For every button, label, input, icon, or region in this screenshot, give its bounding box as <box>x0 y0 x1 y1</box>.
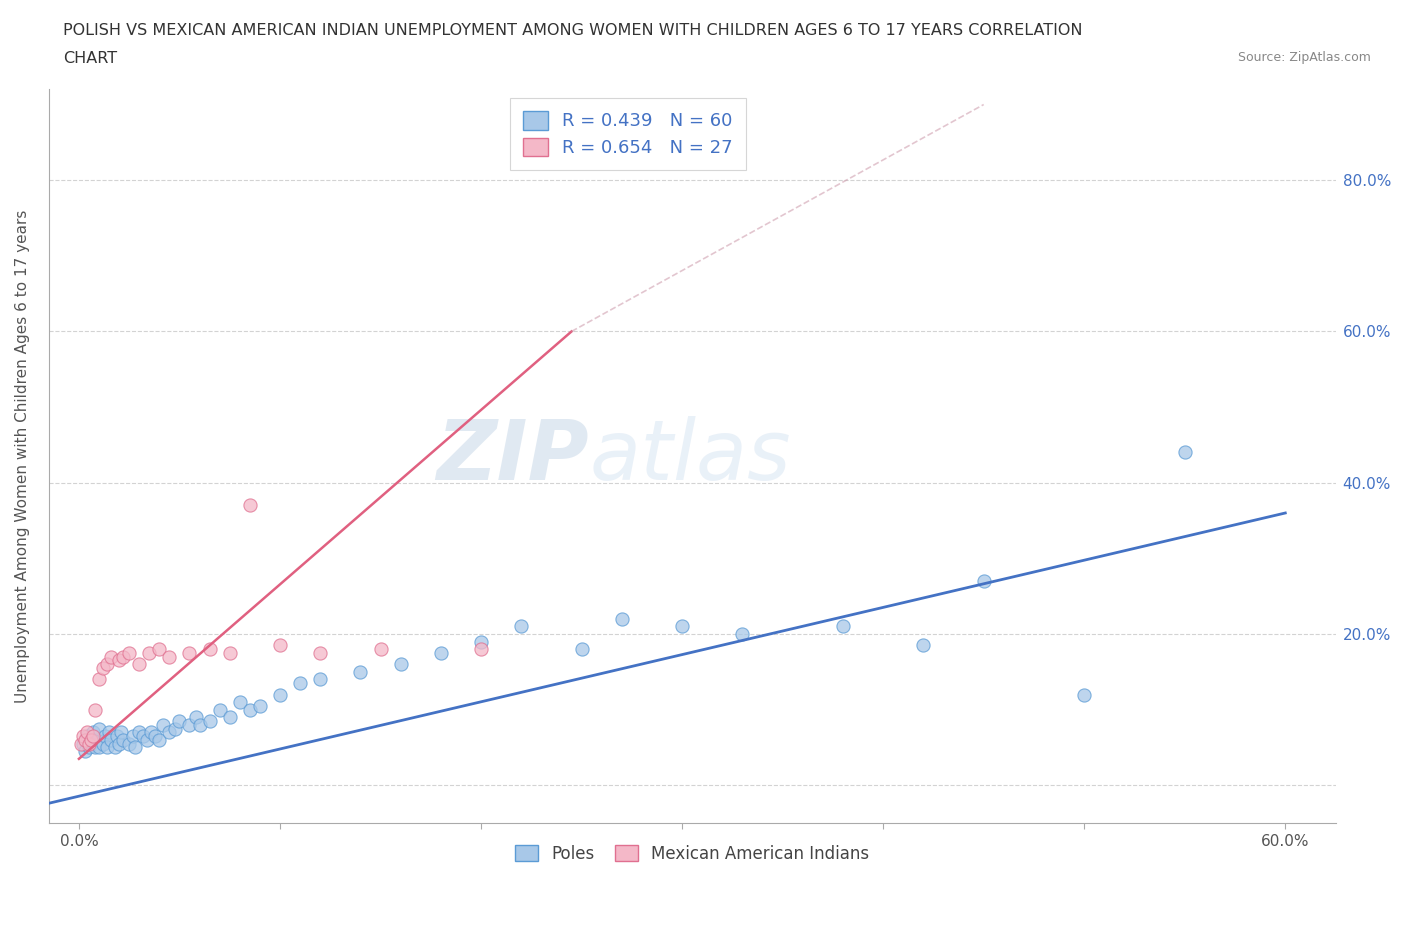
Text: atlas: atlas <box>589 416 790 497</box>
Point <box>98 724 121 739</box>
Point <box>72 737 94 751</box>
Point <box>100 733 122 748</box>
Point <box>169 713 191 728</box>
Point <box>136 733 159 748</box>
Point <box>389 657 412 671</box>
Point <box>80 733 103 748</box>
Point <box>218 645 240 660</box>
Point <box>179 717 201 732</box>
Point <box>91 660 114 675</box>
Point <box>108 653 131 668</box>
Point <box>86 733 108 748</box>
Text: CHART: CHART <box>63 51 117 66</box>
Point <box>239 702 262 717</box>
Point <box>671 619 693 634</box>
Point <box>470 642 492 657</box>
Point <box>157 649 180 664</box>
Point <box>188 717 211 732</box>
Point <box>198 713 221 728</box>
Point <box>110 724 132 739</box>
Point <box>152 717 174 732</box>
Point <box>309 645 332 660</box>
Legend: Poles, Mexican American Indians: Poles, Mexican American Indians <box>508 839 876 870</box>
Point <box>218 710 240 724</box>
Point <box>184 710 207 724</box>
Point <box>70 737 93 751</box>
Point <box>143 729 166 744</box>
Point <box>128 724 150 739</box>
Point <box>165 721 187 736</box>
Point <box>94 729 117 744</box>
Y-axis label: Unemployment Among Women with Children Ages 6 to 17 years: Unemployment Among Women with Children A… <box>15 209 30 703</box>
Point <box>108 737 131 751</box>
Point <box>370 642 392 657</box>
Point <box>141 724 163 739</box>
Point <box>100 649 122 664</box>
Point <box>105 729 128 744</box>
Point <box>112 733 135 748</box>
Point <box>82 724 104 739</box>
Point <box>208 702 231 717</box>
Point <box>77 740 100 755</box>
Point <box>179 645 201 660</box>
Point <box>73 744 96 759</box>
Point <box>76 729 98 744</box>
Point <box>269 638 291 653</box>
Point <box>96 740 118 755</box>
Point <box>832 619 855 634</box>
Point <box>84 740 107 755</box>
Point <box>269 687 291 702</box>
Point <box>470 634 492 649</box>
Point <box>124 740 146 755</box>
Point <box>249 698 271 713</box>
Point <box>104 740 127 755</box>
Point <box>430 645 453 660</box>
Point <box>87 721 110 736</box>
Point <box>288 676 311 691</box>
Point <box>77 737 100 751</box>
Point <box>76 724 98 739</box>
Point <box>510 619 533 634</box>
Point <box>122 729 145 744</box>
Point <box>571 642 593 657</box>
Point <box>112 649 135 664</box>
Point <box>84 702 107 717</box>
Point <box>72 729 94 744</box>
Point <box>132 729 155 744</box>
Point <box>118 737 141 751</box>
Point <box>148 642 170 657</box>
Text: ZIP: ZIP <box>437 416 589 497</box>
Text: POLISH VS MEXICAN AMERICAN INDIAN UNEMPLOYMENT AMONG WOMEN WITH CHILDREN AGES 6 : POLISH VS MEXICAN AMERICAN INDIAN UNEMPL… <box>63 23 1083 38</box>
Point <box>128 657 150 671</box>
Point <box>157 724 180 739</box>
Point <box>1073 687 1095 702</box>
Point <box>80 733 103 748</box>
Point <box>229 695 252 710</box>
Point <box>148 733 170 748</box>
Point <box>912 638 935 653</box>
Point <box>91 737 114 751</box>
Text: Source: ZipAtlas.com: Source: ZipAtlas.com <box>1237 51 1371 64</box>
Point <box>610 611 633 626</box>
Point <box>87 740 110 755</box>
Point <box>731 627 754 642</box>
Point <box>1174 445 1197 460</box>
Point <box>349 664 371 679</box>
Point <box>82 729 104 744</box>
Point <box>138 645 160 660</box>
Point <box>87 672 110 687</box>
Point <box>118 645 141 660</box>
Point <box>309 672 332 687</box>
Point <box>198 642 221 657</box>
Point <box>96 657 118 671</box>
Point <box>73 733 96 748</box>
Point <box>239 498 262 512</box>
Point <box>973 574 995 589</box>
